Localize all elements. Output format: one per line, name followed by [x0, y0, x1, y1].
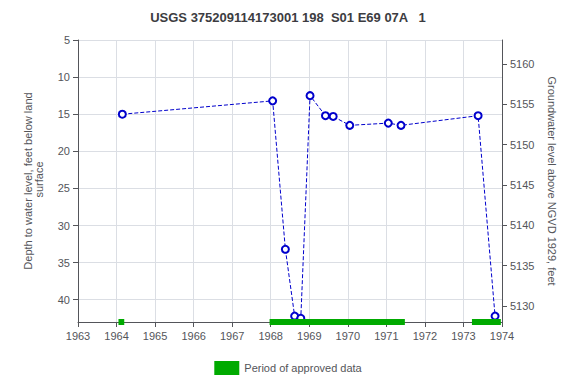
svg-text:1974: 1974: [490, 330, 514, 342]
svg-text:5: 5: [64, 34, 70, 46]
svg-text:10: 10: [58, 71, 70, 83]
svg-text:5130: 5130: [510, 300, 534, 312]
svg-text:Period of approved data: Period of approved data: [244, 362, 362, 374]
svg-text:surface: surface: [33, 161, 45, 200]
svg-text:1965: 1965: [143, 330, 167, 342]
svg-text:5140: 5140: [510, 219, 534, 231]
svg-text:1969: 1969: [297, 330, 321, 342]
svg-text:1971: 1971: [374, 330, 398, 342]
svg-text:Groundwater level above NGVD 1: Groundwater level above NGVD 1929, feet: [546, 76, 558, 285]
svg-text:1973: 1973: [451, 330, 475, 342]
svg-text:5135: 5135: [510, 260, 534, 272]
svg-text:1968: 1968: [258, 330, 282, 342]
svg-text:1966: 1966: [181, 330, 205, 342]
svg-text:USGS 375209114173001 198 S01: USGS 375209114173001 198 S01 E69 07A 1: [150, 10, 426, 25]
svg-text:Depth to water level, feet bel: Depth to water level, feet below land: [21, 92, 34, 270]
svg-text:20: 20: [58, 145, 70, 157]
svg-text:5160: 5160: [510, 58, 534, 70]
svg-text:5150: 5150: [510, 139, 534, 151]
svg-text:1970: 1970: [336, 330, 360, 342]
svg-text:35: 35: [58, 257, 70, 269]
svg-text:25: 25: [58, 182, 70, 194]
svg-text:1967: 1967: [220, 330, 244, 342]
svg-text:5155: 5155: [510, 98, 534, 110]
svg-text:5145: 5145: [510, 179, 534, 191]
svg-text:15: 15: [58, 108, 70, 120]
svg-text:1963: 1963: [66, 330, 90, 342]
svg-text:1972: 1972: [413, 330, 437, 342]
svg-text:40: 40: [58, 294, 70, 306]
svg-text:30: 30: [58, 220, 70, 232]
svg-text:1964: 1964: [104, 330, 128, 342]
